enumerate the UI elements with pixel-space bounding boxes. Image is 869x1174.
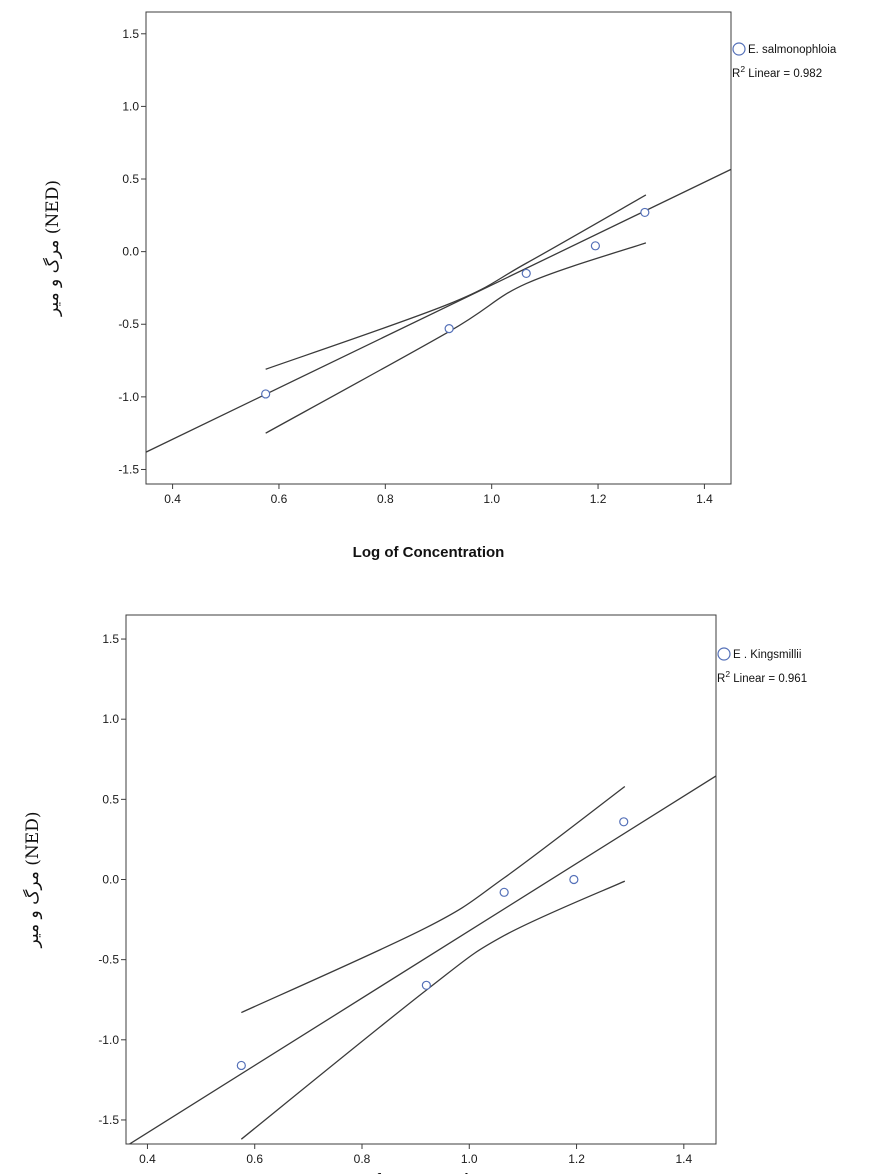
x-tick-label: 0.4 [164,492,181,506]
y-tick-label: -1.0 [118,390,139,404]
y-tick-label: -1.0 [98,1033,119,1047]
fit-line [128,775,716,1144]
data-point [569,874,579,885]
y-tick-label: -1.5 [98,1113,119,1127]
plot-frame [145,11,732,485]
data-point [421,980,431,990]
legend-r2-label: R2 Linear = 0.961 [717,669,807,685]
legend-r2-label: R2 Linear = 0.982 [732,64,822,80]
x-tick-label: 1.0 [483,492,500,506]
data-point [236,1060,246,1071]
y-tick-label: 0.0 [102,873,119,887]
fit-line [146,168,731,453]
y-tick-label: 1.5 [102,632,119,646]
y-tick-label: 0.5 [102,792,119,806]
y-tick-label: 0.5 [122,172,139,186]
y-tick-label: 1.5 [122,27,139,41]
data-point [521,268,531,279]
data-point [640,207,650,218]
y-axis-label: (NED) مرگ و میر [22,812,43,949]
data-point [619,817,629,827]
x-tick-label: 0.4 [139,1152,156,1166]
chart-2-canvas: 1.5 1.0 0.5 0.0 -0.5 -1.0 -1.5 0.4 0.6 0.8 1.0 1.2 1… [22,614,807,1174]
chart-kingsmillii: 1.5 1.0 0.5 0.0 -0.5 -1.0 -1.5 0.4 0.6 0.8 1.0 1.2 1… [0,600,869,1174]
data-point [444,324,454,334]
data-point [590,241,600,251]
legend-marker-icon [732,42,746,56]
ci-upper-line [265,194,647,370]
x-tick-label: 0.8 [354,1152,371,1166]
y-tick-label: 1.0 [102,712,119,726]
data-point [261,389,271,399]
plot-area [128,775,716,1144]
x-tick-label: 1.2 [590,492,607,506]
data-point [499,887,509,897]
y-axis-label: (NED) مرگ و میر [42,180,63,317]
chart-salmonophloia: 1.5 1.0 0.5 0.0 -0.5 -1.0 -1.5 0.4 0.6 0.8 1.0 1.2 1… [0,0,869,580]
x-tick-label: 1.2 [568,1152,585,1166]
y-tick-label: -0.5 [118,317,139,331]
y-tick-label: -1.5 [118,462,139,476]
x-axis-label: Log of Concentration [353,544,505,561]
y-tick-label: 0.0 [122,245,139,259]
x-tick-label: 1.0 [461,1152,478,1166]
legend-marker-icon [717,647,731,661]
plot-frame [125,614,717,1145]
x-tick-label: 0.8 [377,492,394,506]
ci-upper-line [241,786,626,1014]
y-tick-label: -0.5 [98,953,119,967]
x-axis-label: Log of Concentration [335,1171,487,1174]
y-tick-label: 1.0 [122,99,139,113]
x-tick-label: 1.4 [675,1152,692,1166]
x-tick-label: 0.6 [246,1152,263,1166]
plot-area [146,168,731,453]
legend-series-label: E. salmonophloia [748,44,837,56]
chart-1-canvas: 1.5 1.0 0.5 0.0 -0.5 -1.0 -1.5 0.4 0.6 0.8 1.0 1.2 1… [42,11,837,561]
legend-series-label: E . Kingsmillii [733,649,801,661]
x-tick-label: 0.6 [271,492,288,506]
ci-lower-line [265,242,647,434]
ci-lower-line [240,880,626,1140]
x-tick-label: 1.4 [696,492,713,506]
